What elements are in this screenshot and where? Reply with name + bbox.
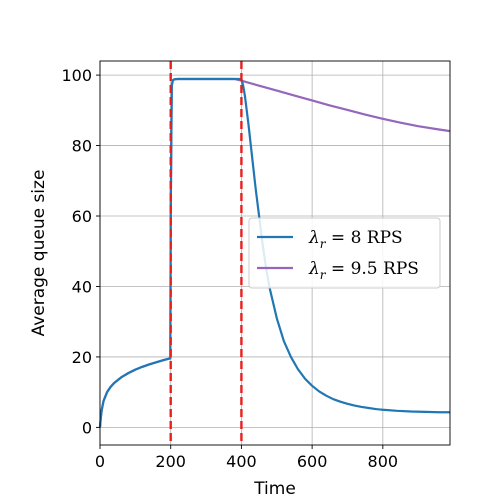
legend-box (248, 217, 441, 289)
y-tick-label: 20 (72, 348, 92, 367)
legend-label: λr = 8 RPS (308, 228, 403, 251)
x-tick-label: 200 (155, 452, 186, 471)
y-tick-label: 60 (72, 207, 92, 226)
x-tick-label: 800 (368, 452, 399, 471)
phase-markers (169, 61, 243, 445)
legend-label: λr = 9.5 RPS (308, 259, 419, 282)
y-axis-label: Average queue size (29, 170, 49, 337)
x-axis-label: Time (253, 479, 296, 499)
y-tick-label: 40 (72, 277, 92, 296)
axis-ticks: 0 200 400 600 800 0 20 40 60 80 100 (61, 66, 398, 471)
series-line (98, 77, 450, 428)
legend: λr = 8 RPS λr = 9.5 RPS (248, 217, 441, 289)
plot-frame (99, 60, 451, 446)
x-tick-label: 0 (95, 452, 105, 471)
y-tick-label: 80 (72, 137, 92, 156)
x-tick-label: 600 (297, 452, 328, 471)
y-tick-label: 100 (61, 66, 92, 85)
y-tick-label: 0 (82, 418, 92, 437)
x-tick-label: 400 (226, 452, 257, 471)
series-lines (98, 77, 451, 428)
